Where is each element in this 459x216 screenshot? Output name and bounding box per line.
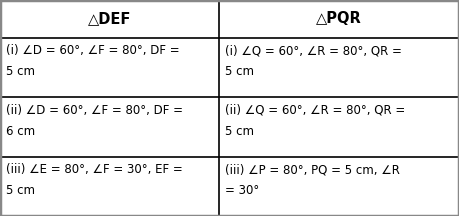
- Text: (ii) ∠D = 60°, ∠F = 80°, DF =
6 cm: (ii) ∠D = 60°, ∠F = 80°, DF = 6 cm: [6, 104, 183, 138]
- Text: △PQR: △PQR: [316, 11, 362, 26]
- Text: (iii) ∠E = 80°, ∠F = 30°, EF =
5 cm: (iii) ∠E = 80°, ∠F = 30°, EF = 5 cm: [6, 163, 182, 197]
- Text: (iii) ∠P = 80°, PQ = 5 cm, ∠R
= 30°: (iii) ∠P = 80°, PQ = 5 cm, ∠R = 30°: [225, 163, 400, 197]
- Text: (ii) ∠Q = 60°, ∠R = 80°, QR =
5 cm: (ii) ∠Q = 60°, ∠R = 80°, QR = 5 cm: [225, 104, 405, 138]
- Text: (i) ∠D = 60°, ∠F = 80°, DF =
5 cm: (i) ∠D = 60°, ∠F = 80°, DF = 5 cm: [6, 44, 179, 78]
- Text: △DEF: △DEF: [88, 11, 131, 26]
- Text: (i) ∠Q = 60°, ∠R = 80°, QR =
5 cm: (i) ∠Q = 60°, ∠R = 80°, QR = 5 cm: [225, 44, 402, 78]
